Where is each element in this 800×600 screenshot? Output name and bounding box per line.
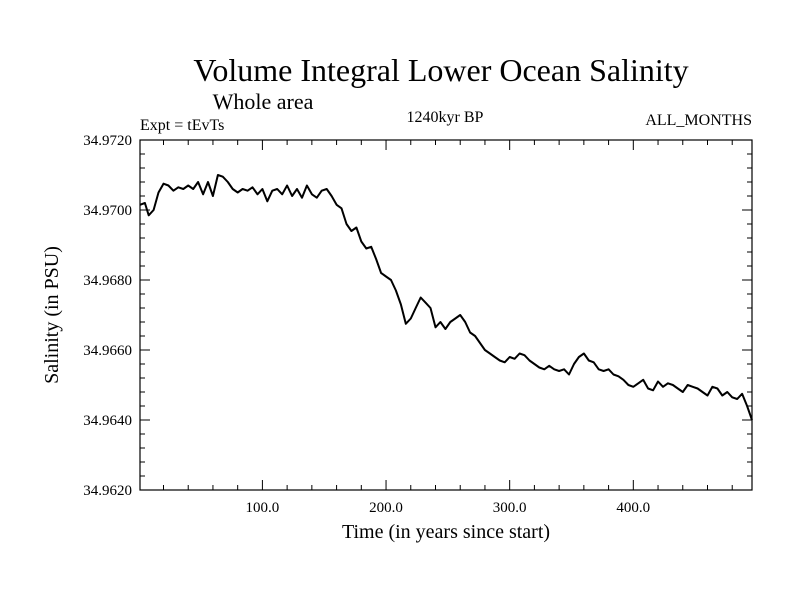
x-tick-label: 300.0 xyxy=(493,500,527,516)
y-tick-label: 34.9660 xyxy=(83,343,132,359)
x-tick-label: 100.0 xyxy=(246,500,280,516)
y-tick-labels: 34.9620 34.9640 34.9660 34.9680 34.9700 34.97… xyxy=(83,133,132,499)
salinity-series-line xyxy=(139,174,753,421)
y-tick-label: 34.9620 xyxy=(83,483,132,499)
annotation-months: ALL_MONTHS xyxy=(645,112,752,129)
chart-title: Volume Integral Lower Ocean Salinity xyxy=(193,52,688,88)
x-tick-label: 400.0 xyxy=(616,500,650,516)
annotation-experiment: Expt = tEvTs xyxy=(140,117,224,134)
y-tick-label: 34.9680 xyxy=(83,273,132,289)
axis-ticks xyxy=(140,139,752,491)
x-axis-label: Time (in years since start) xyxy=(342,521,550,543)
x-tick-label: 200.0 xyxy=(369,500,403,516)
plot-frame xyxy=(139,139,753,491)
x-tick-labels: 100.0 200.0 300.0 400.0 xyxy=(246,500,651,516)
y-axis-label: Salinity (in PSU) xyxy=(41,246,63,384)
y-tick-label: 34.9700 xyxy=(83,203,132,219)
annotation-period: 1240kyr BP xyxy=(407,109,484,126)
y-tick-label: 34.9640 xyxy=(83,413,132,429)
y-tick-label: 34.9720 xyxy=(83,133,132,149)
chart-subtitle: Whole area xyxy=(213,89,314,114)
